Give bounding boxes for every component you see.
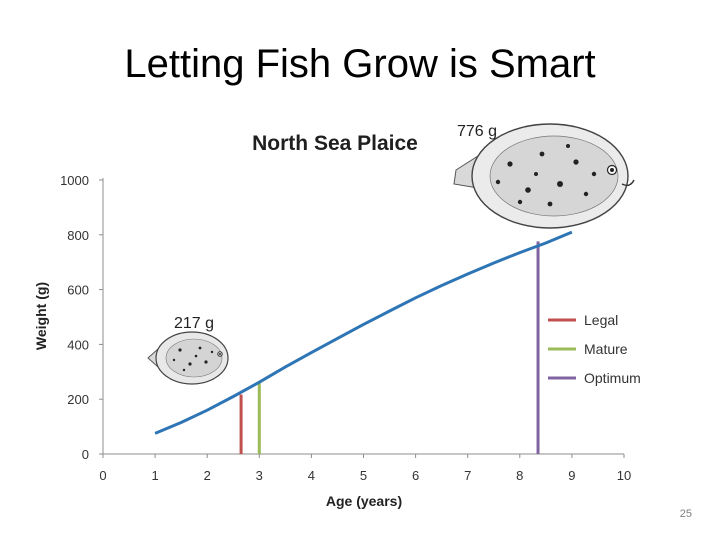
legend-label-optimum: Optimum (584, 370, 641, 386)
x-tick-label: 7 (464, 468, 471, 483)
x-tick-label: 3 (256, 468, 263, 483)
legend-label-legal: Legal (584, 312, 618, 328)
y-tick-label: 1000 (60, 173, 89, 188)
x-tick-label: 8 (516, 468, 523, 483)
x-tick-label: 5 (360, 468, 367, 483)
x-tick-label: 2 (204, 468, 211, 483)
growth-series-line (154, 230, 573, 435)
chart-title: North Sea Plaice (252, 132, 418, 155)
x-tick-label: 1 (151, 468, 158, 483)
x-tick-label: 4 (308, 468, 315, 483)
y-tick-label: 200 (67, 392, 89, 407)
x-tick-label: 6 (412, 468, 419, 483)
small-plaice-icon (147, 331, 229, 385)
x-axis-label: Age (years) (326, 493, 402, 509)
y-axis-label: Weight (g) (33, 282, 49, 350)
y-tick-label: 400 (67, 337, 89, 352)
slide-number: 25 (679, 508, 692, 520)
y-tick-label: 800 (67, 228, 89, 243)
annotation-small-fish: 217 g (174, 315, 214, 332)
y-tick-label: 0 (82, 447, 89, 462)
x-tick-label: 0 (99, 468, 106, 483)
slide-title: Letting Fish Grow is Smart (124, 42, 596, 86)
large-plaice-icon (453, 123, 635, 229)
annotation-large-fish: 776 g (457, 123, 497, 140)
x-tick-label: 9 (568, 468, 575, 483)
x-tick-label: 10 (617, 468, 631, 483)
legend-label-mature: Mature (584, 341, 628, 357)
y-tick-label: 600 (67, 283, 89, 298)
